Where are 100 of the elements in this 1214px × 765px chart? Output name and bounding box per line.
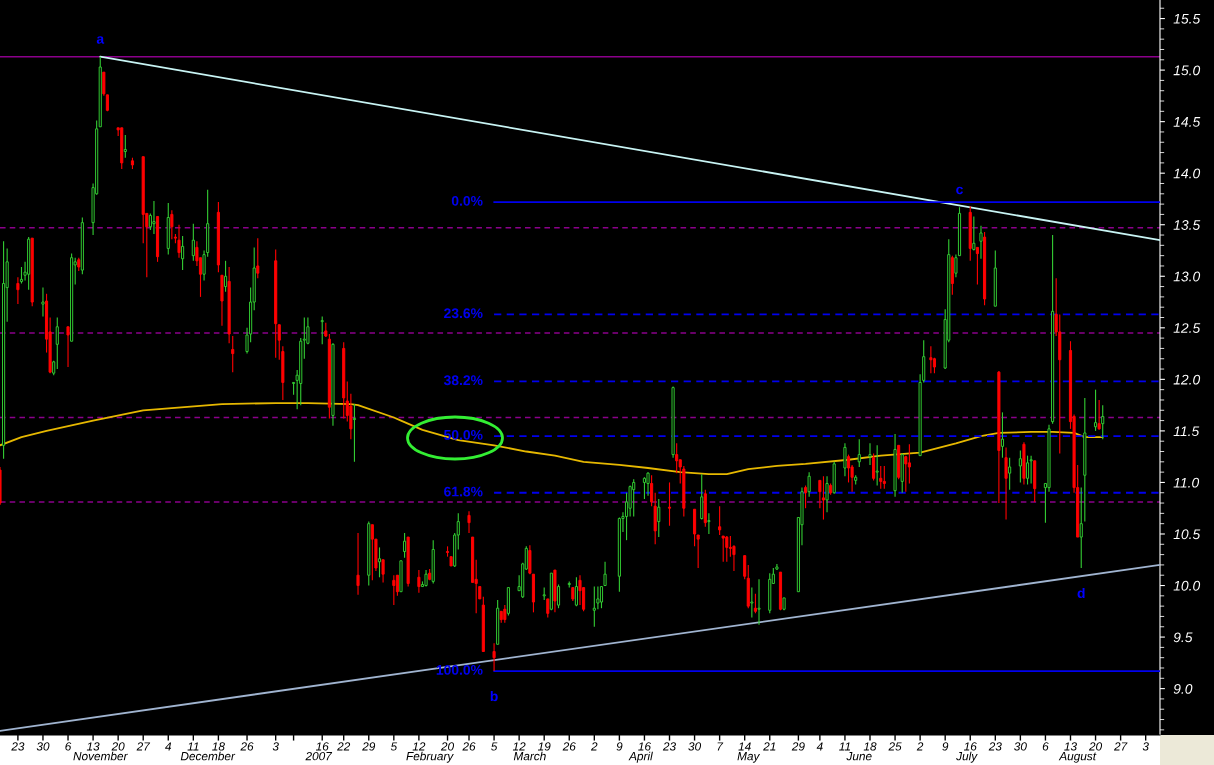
x-tick-label: 4	[816, 742, 823, 751]
x-tick-label: 23	[988, 742, 1002, 751]
x-tick-label: 6	[65, 742, 72, 751]
candlestick	[181, 235, 185, 271]
candlestick	[55, 316, 59, 370]
candlestick	[302, 316, 306, 360]
candlestick	[857, 438, 861, 468]
candlestick	[177, 224, 181, 259]
candlestick	[170, 209, 174, 240]
candlestick	[320, 315, 324, 345]
candlestick	[1008, 457, 1012, 491]
x-tick-label: 9	[942, 742, 949, 751]
x-tick-label: 19	[537, 742, 551, 751]
x2-tick-label: February	[406, 751, 454, 763]
candlestick	[1025, 455, 1030, 486]
x-tick-label: 3	[272, 742, 279, 751]
candlestick	[753, 593, 757, 614]
x2-tick-label: November	[73, 751, 128, 761]
x2-tick-label: May	[737, 752, 761, 763]
candlestick	[1000, 411, 1005, 459]
line-series	[0, 402, 1104, 476]
candlestick	[972, 215, 976, 252]
x-tick-label: 23	[11, 742, 25, 751]
candlestick	[882, 465, 886, 490]
candlestick	[16, 276, 20, 305]
candlestick	[417, 569, 421, 594]
candlestick	[872, 453, 876, 481]
x-tick-label: 4	[165, 742, 172, 751]
candlestick	[642, 476, 647, 500]
y-tick-label: 15.0	[1173, 65, 1201, 76]
y-tick-label: 12.0	[1173, 374, 1201, 385]
candlestick	[1029, 455, 1033, 485]
x-tick-label: 3	[1142, 742, 1149, 751]
candlestick	[66, 326, 70, 368]
candlestick	[675, 442, 679, 474]
candlestick	[191, 223, 195, 262]
candlestick	[743, 555, 747, 580]
y-tick-label: 11.5	[1173, 426, 1200, 437]
candlestick	[821, 475, 826, 521]
candlestick	[381, 559, 385, 583]
x-tick-label: 2	[590, 742, 598, 751]
candlestick	[152, 200, 156, 235]
candlestick	[650, 474, 654, 507]
y-tick-label: 10.5	[1173, 529, 1201, 540]
candlestick	[102, 71, 106, 97]
candlestick	[41, 287, 45, 318]
annotation: d	[1077, 587, 1085, 599]
y-tick-label: 9.0	[1173, 683, 1193, 694]
x-tick-label: 16	[638, 742, 652, 751]
x-tick-label: 5	[390, 742, 398, 751]
x-tick-label: 18	[863, 742, 877, 751]
x2-tick-label: July	[956, 751, 978, 763]
candlestick	[979, 225, 983, 260]
x-tick-label: 18	[212, 742, 225, 751]
x-tick-label: 30	[36, 742, 50, 751]
candlestick	[1097, 399, 1101, 431]
candlestick	[803, 484, 808, 509]
candlestick	[718, 505, 722, 536]
candlestick	[392, 574, 396, 606]
x-tick-label: 16	[315, 742, 329, 751]
x2-tick-label: December	[180, 751, 236, 761]
x-tick-label: 20	[440, 742, 454, 751]
x-tick-label: 26	[562, 742, 576, 751]
series-label: 0.0%	[451, 195, 483, 206]
x-tick-label: 30	[1014, 742, 1027, 751]
candlestick	[807, 471, 811, 498]
candlestick	[879, 465, 883, 490]
candlestick	[599, 586, 604, 609]
x-tick-label: 16	[963, 742, 977, 751]
candlestick	[875, 444, 879, 487]
candlestick	[667, 481, 672, 527]
annotation: b	[490, 691, 498, 702]
x-tick-label: 13	[86, 742, 100, 751]
x2-tick-label: June	[846, 752, 872, 761]
x-tick-label: 27	[136, 742, 151, 751]
candlestick	[492, 642, 496, 672]
series-label: 50.0%	[444, 429, 483, 440]
y-tick-label: 15.5	[1173, 14, 1201, 24]
x2-tick-label: April	[628, 751, 653, 763]
candlestick	[868, 442, 872, 466]
candlestick	[657, 498, 661, 538]
series-label: 100.0%	[436, 664, 483, 675]
candlestick	[556, 583, 561, 609]
x-tick-label: 5	[491, 742, 498, 751]
x-tick-label: 14	[738, 742, 751, 751]
candlestick	[256, 237, 260, 279]
x-tick-label: 12	[512, 742, 526, 751]
candlestick	[467, 510, 471, 534]
candlestick	[603, 561, 607, 587]
x-tick-label: 23	[662, 742, 676, 751]
y-tick-label: 12.5	[1173, 323, 1201, 333]
candlestick	[395, 574, 399, 597]
candlestick	[632, 478, 636, 518]
candlestick	[975, 246, 979, 286]
x-tick-label: 30	[688, 742, 702, 751]
annotation: a	[96, 36, 105, 44]
x-tick-label: 22	[337, 742, 351, 751]
x-tick-label: 20	[111, 742, 125, 751]
candlestick	[728, 535, 732, 558]
candlestick	[757, 578, 761, 626]
